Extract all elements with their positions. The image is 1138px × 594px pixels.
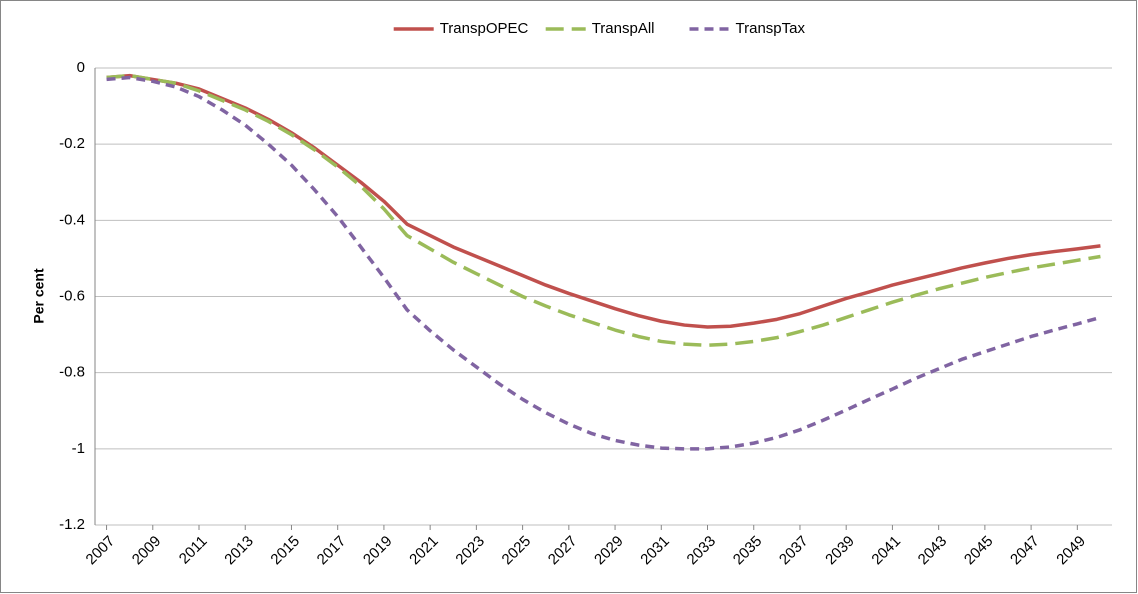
- legend-label: TranspTax: [736, 20, 806, 37]
- series-line: [106, 75, 1101, 451]
- y-tick-label: 0: [77, 59, 85, 76]
- y-tick-label: -1: [72, 440, 85, 457]
- y-tick-label: -0.8: [59, 364, 85, 381]
- y-tick-label: -0.6: [59, 287, 85, 304]
- legend-label: TranspOPEC: [440, 20, 529, 37]
- y-tick-label: -1.2: [59, 516, 85, 533]
- y-tick-label: -0.4: [59, 211, 85, 228]
- y-tick-label: -0.2: [59, 135, 85, 152]
- y-axis-label: Per cent: [31, 268, 47, 324]
- legend-label: TranspAll: [592, 20, 655, 37]
